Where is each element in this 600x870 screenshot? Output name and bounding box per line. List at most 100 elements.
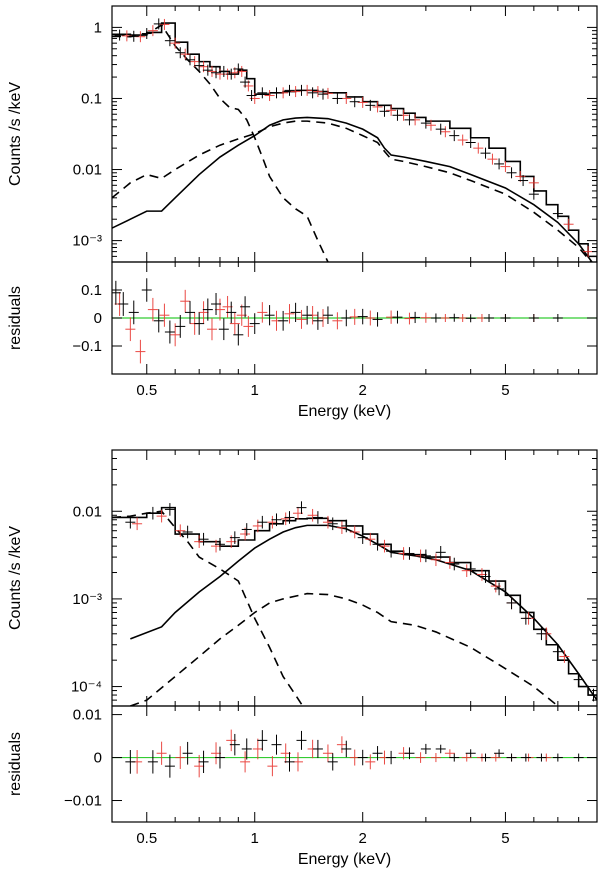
data-point-black bbox=[365, 99, 376, 111]
data-point-black bbox=[506, 167, 517, 179]
y-tick-label: 0.1 bbox=[81, 90, 102, 107]
data-point-black bbox=[552, 645, 563, 658]
data-point-red bbox=[194, 754, 205, 778]
data-point-black bbox=[249, 313, 260, 334]
data-point-black bbox=[278, 310, 289, 331]
data-point-black bbox=[520, 753, 531, 762]
data-point-black bbox=[153, 309, 164, 333]
data-point-black bbox=[435, 546, 446, 559]
data-point-black bbox=[271, 513, 282, 527]
data-point-black bbox=[357, 749, 368, 766]
data-point-black bbox=[404, 747, 415, 760]
data-point-black bbox=[449, 753, 460, 762]
data-point-black bbox=[520, 612, 531, 625]
y-axis-label: Counts /s /keV bbox=[7, 82, 24, 186]
data-point-red bbox=[357, 96, 368, 108]
y-tick-label: −0.1 bbox=[72, 338, 102, 355]
data-point-black bbox=[552, 753, 563, 762]
data-point-black bbox=[211, 293, 222, 315]
data-point-black bbox=[435, 123, 446, 135]
data-point-black bbox=[147, 506, 158, 520]
data-point-black bbox=[271, 87, 282, 99]
data-point-black bbox=[264, 305, 275, 326]
data-point-red bbox=[487, 153, 498, 165]
data-point-red bbox=[528, 177, 539, 189]
data-point-red bbox=[211, 742, 222, 765]
data-point-red bbox=[267, 515, 278, 529]
y-tick-label: 0.01 bbox=[73, 162, 102, 179]
y-tick-label: 1 bbox=[94, 19, 102, 36]
data-point-black bbox=[290, 302, 301, 322]
data-point-black bbox=[573, 753, 584, 762]
data-point-black bbox=[573, 673, 584, 686]
data-point-black bbox=[164, 754, 175, 778]
data-point-black bbox=[284, 752, 295, 772]
data-point-black bbox=[257, 87, 268, 99]
data-point-red bbox=[318, 309, 329, 327]
data-point-black bbox=[430, 313, 441, 323]
data-point-red bbox=[444, 556, 455, 569]
data-point-black bbox=[185, 301, 196, 324]
data-point-black bbox=[410, 311, 421, 324]
y-tick-label: 10⁻⁴ bbox=[71, 679, 102, 696]
data-point-black bbox=[211, 67, 222, 79]
data-point-red bbox=[180, 48, 191, 60]
data-point-black bbox=[226, 68, 237, 80]
y-axis-label: residuals bbox=[7, 286, 24, 350]
data-point-black bbox=[536, 627, 547, 641]
data-point-black bbox=[194, 312, 205, 335]
data-point-red bbox=[461, 753, 472, 762]
data-point-black bbox=[480, 570, 491, 583]
data-point-black bbox=[198, 750, 209, 773]
data-point-red bbox=[563, 218, 574, 230]
data-point-red bbox=[292, 752, 303, 772]
data-point-black bbox=[164, 503, 175, 516]
data-point-red bbox=[198, 301, 209, 324]
data-point-red bbox=[267, 756, 278, 777]
x-tick-label: 2 bbox=[359, 382, 367, 399]
data-point-red bbox=[147, 25, 158, 37]
plot-frame bbox=[111, 705, 598, 823]
data-point-red bbox=[194, 535, 205, 548]
data-point-red bbox=[473, 142, 484, 154]
data-point-black bbox=[185, 54, 196, 66]
data-point-red bbox=[440, 314, 451, 322]
data-point-black bbox=[128, 30, 139, 42]
y-tick-label: 0.01 bbox=[73, 503, 102, 520]
data-point-black bbox=[218, 318, 229, 341]
data-point-red bbox=[490, 753, 501, 762]
data-point-red bbox=[322, 744, 333, 763]
data-point-red bbox=[444, 749, 455, 758]
data-point-red bbox=[125, 317, 136, 342]
data-point-black bbox=[480, 147, 491, 159]
data-point-black bbox=[552, 208, 563, 220]
data-point-black bbox=[465, 562, 476, 576]
data-point-black bbox=[182, 741, 193, 765]
plot-frame bbox=[111, 5, 598, 263]
data-point-red bbox=[284, 304, 295, 324]
y-axis-label: residuals bbox=[7, 732, 24, 796]
data-point-black bbox=[164, 320, 175, 344]
x-axis-label: Energy (keV) bbox=[298, 403, 391, 420]
y-tick-label: 0 bbox=[94, 750, 102, 767]
data-point-black bbox=[528, 188, 539, 200]
data-point-black bbox=[175, 47, 186, 59]
data-point-black bbox=[372, 537, 383, 551]
data-point-red bbox=[156, 509, 167, 523]
component-solid-line-4 bbox=[130, 524, 597, 701]
data-point-red bbox=[415, 752, 426, 763]
data-point-black bbox=[420, 549, 431, 563]
data-point-red bbox=[135, 339, 146, 364]
data-point-black bbox=[341, 309, 352, 327]
data-point-black bbox=[494, 749, 505, 758]
data-point-black bbox=[518, 175, 529, 187]
data-point-black bbox=[296, 84, 307, 96]
data-point-black bbox=[341, 519, 352, 533]
data-point-black bbox=[233, 324, 244, 346]
data-point-black bbox=[465, 749, 476, 758]
data-point-black bbox=[404, 114, 415, 126]
data-point-black bbox=[465, 137, 476, 149]
y-tick-label: 10⁻³ bbox=[72, 591, 102, 608]
data-point-black bbox=[118, 292, 129, 316]
